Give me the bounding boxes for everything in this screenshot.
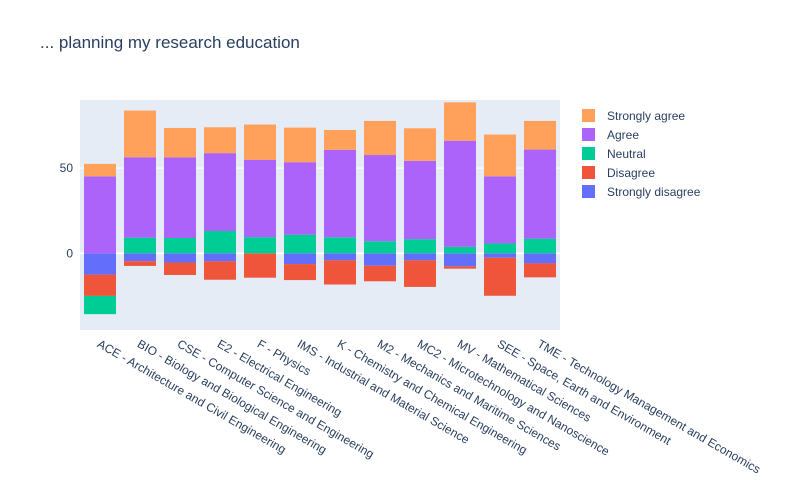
bar-segment-strongly-agree xyxy=(524,120,556,150)
legend-label: Disagree xyxy=(607,165,656,180)
bar-segment-agree xyxy=(244,159,276,238)
legend-item-neutral[interactable]: Neutral xyxy=(582,144,700,163)
bar-segment-disagree xyxy=(84,274,116,296)
bar-segment-strongly-disagree xyxy=(204,253,236,262)
bar-segment-agree xyxy=(524,149,556,239)
x-tick-labels: ACE - Architecture and Civil Engineering… xyxy=(95,337,763,477)
bar-segment-disagree xyxy=(284,264,316,281)
bar-segment-agree xyxy=(324,149,356,238)
bar-segment-strongly-disagree xyxy=(324,253,356,261)
legend-swatch xyxy=(582,128,595,141)
legend-label: Agree xyxy=(607,127,640,142)
bar-segment-strongly-disagree xyxy=(164,253,196,263)
chart-title: ... planning my research education xyxy=(40,33,300,52)
bar-segment-agree xyxy=(124,157,156,238)
bar-segment-strongly-disagree xyxy=(284,253,316,265)
y-tick-label: 50 xyxy=(60,161,74,175)
bar-segment-agree xyxy=(364,155,396,242)
bar-segment-agree xyxy=(164,157,196,238)
bar-segment-neutral xyxy=(164,238,196,254)
bar-segment-strongly-agree xyxy=(284,127,316,163)
bar-segment-strongly-agree xyxy=(324,129,356,150)
legend-item-strongly-disagree[interactable]: Strongly disagree xyxy=(582,182,700,201)
bar-segment-disagree xyxy=(364,265,396,282)
bar-segment-agree xyxy=(84,176,116,254)
bar-segment-strongly-disagree xyxy=(484,253,516,258)
legend-swatch xyxy=(582,166,595,179)
bar-segment-strongly-agree xyxy=(164,127,196,158)
bar-segment-strongly-disagree xyxy=(444,253,476,267)
bar-segment-disagree xyxy=(324,260,356,285)
bar-segment-neutral xyxy=(404,239,436,254)
bar-segment-neutral xyxy=(444,246,476,254)
bar-segment-disagree xyxy=(164,262,196,275)
legend-label: Neutral xyxy=(607,146,646,161)
bar-segment-agree xyxy=(204,153,236,232)
legend: Strongly agree Agree Neutral Disagree Strong… xyxy=(582,106,700,201)
bar-segment-strongly-disagree xyxy=(524,253,556,264)
legend-swatch xyxy=(582,109,595,122)
gridlines xyxy=(80,167,560,255)
bar-segment-disagree xyxy=(124,261,156,266)
legend-item-strongly-agree[interactable]: Strongly agree xyxy=(582,106,700,125)
bar-segment-disagree xyxy=(404,260,436,287)
bar-segment-strongly-agree xyxy=(204,127,236,154)
bar-segment-strongly-agree xyxy=(364,120,396,156)
legend-item-disagree[interactable]: Disagree xyxy=(582,163,700,182)
legend-item-agree[interactable]: Agree xyxy=(582,125,700,144)
bar-segment-neutral xyxy=(324,237,356,254)
bar-segment-disagree xyxy=(484,257,516,296)
bar-segment-neutral xyxy=(244,237,276,254)
bars xyxy=(84,102,556,315)
bar-segment-agree xyxy=(284,162,316,235)
bar-segment-neutral xyxy=(524,238,556,254)
bar-segment-disagree xyxy=(244,253,276,278)
bar-segment-neutral xyxy=(364,241,396,254)
bar-segment-disagree xyxy=(204,261,236,280)
bar-segment-strongly-disagree xyxy=(124,253,156,262)
bar-segment-strongly-disagree xyxy=(404,253,436,261)
legend-swatch xyxy=(582,147,595,160)
bar-segment-strongly-disagree xyxy=(364,253,396,266)
plot-background xyxy=(80,100,560,330)
bar-segment-agree xyxy=(404,160,436,240)
bar-segment-disagree xyxy=(444,266,476,269)
bar-segment-neutral xyxy=(124,237,156,254)
bar-segment-neutral xyxy=(84,295,116,315)
bar-segment-strongly-agree xyxy=(444,102,476,141)
bar-segment-agree xyxy=(484,176,516,244)
bar-segment-strongly-agree xyxy=(84,163,116,177)
bar-segment-strongly-agree xyxy=(484,134,516,177)
bar-segment-neutral xyxy=(284,234,316,254)
bar-segment-disagree xyxy=(524,263,556,278)
bar-segment-neutral xyxy=(204,231,236,254)
bar-segment-strongly-agree xyxy=(404,128,436,161)
bar-segment-strongly-agree xyxy=(124,110,156,158)
y-tick-label: 0 xyxy=(66,246,73,260)
y-tick-labels: 0 50 xyxy=(60,161,74,260)
bar-segment-neutral xyxy=(484,243,516,254)
legend-label: Strongly agree xyxy=(607,108,686,123)
legend-label: Strongly disagree xyxy=(607,184,701,199)
bar-segment-strongly-agree xyxy=(244,124,276,160)
bar-segment-agree xyxy=(444,140,476,247)
bar-segment-strongly-disagree xyxy=(84,253,116,275)
legend-swatch xyxy=(582,185,595,198)
